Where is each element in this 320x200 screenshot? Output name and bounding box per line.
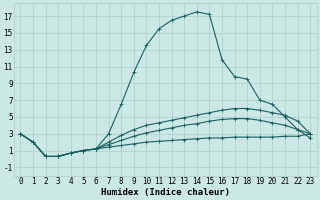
X-axis label: Humidex (Indice chaleur): Humidex (Indice chaleur) (101, 188, 230, 197)
